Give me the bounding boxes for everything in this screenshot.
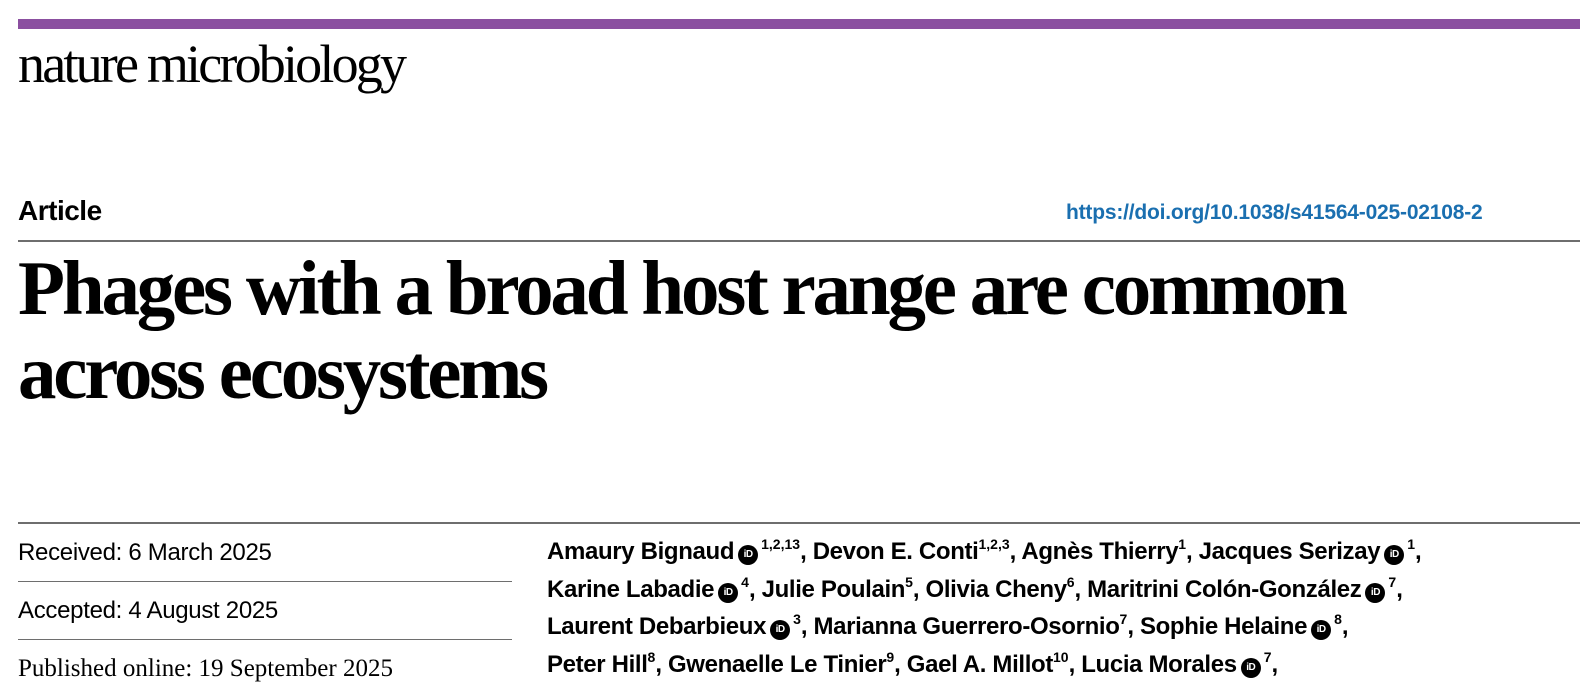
affiliation-number[interactable]: 10 [1052,649,1069,666]
author-name[interactable]: Maritrini Colón-González [1087,575,1362,603]
author-separator: , [800,613,814,641]
orcid-icon[interactable]: iD [1384,545,1405,565]
orcid-icon[interactable]: iD [738,545,759,565]
author-name[interactable]: Devon E. Conti [812,538,979,565]
author-name[interactable]: Karine Labadie [547,575,715,603]
author-name[interactable]: Agnès Thierry [1021,538,1179,565]
author-name[interactable]: Laurent Debarbieux [547,613,767,641]
author-separator: , [1341,613,1349,641]
accepted-date: Accepted: 4 August 2025 [18,582,512,640]
author-name[interactable]: Julie Poulain [761,575,906,603]
author-name[interactable]: Amaury Bignaud [547,538,735,565]
author-name[interactable]: Marianna Guerrero-Osornio [813,613,1120,641]
author-line: Amaury Bignaud iD1,2,13, Devon E. Conti1,… [547,533,1577,571]
header-divider [18,240,1580,242]
orcid-icon[interactable]: iD [1240,658,1261,679]
author-name[interactable]: Lucia Morales [1081,651,1237,679]
author-list: Amaury Bignaud iD1,2,13, Devon E. Conti1,… [547,533,1577,684]
author-separator: , [1068,651,1082,679]
affiliation-number[interactable]: 4 [741,573,749,590]
article-title-line-1: Phages with a broad host range are commo… [18,245,1348,331]
affiliation-number[interactable]: 1 [1407,536,1415,552]
affiliation-number[interactable]: 3 [793,611,801,628]
affiliation-number[interactable]: 5 [905,573,913,590]
author-separator: , [1186,538,1199,565]
affiliation-number[interactable]: 7 [1388,573,1397,590]
article-dates: Received: 6 March 2025 Accepted: 4 Augus… [18,524,512,698]
author-separator: , [1074,575,1088,603]
orcid-icon[interactable]: iD [1311,620,1332,641]
affiliation-number[interactable]: 7 [1263,649,1272,666]
author-line: Laurent Debarbieux iD3, Marianna Guerrero… [547,608,1577,646]
article-title-line-2: across ecosystems [18,329,549,415]
author-line: Karine Labadie iD4, Julie Poulain5, Olivi… [547,571,1577,609]
author-name[interactable]: Jacques Serizay [1198,538,1381,565]
author-separator: , [1127,613,1140,641]
author-separator: , [800,538,813,565]
author-separator: , [912,575,926,603]
journal-brand-bar [18,19,1580,29]
author-separator: , [748,575,762,603]
author-name[interactable]: Gwenaelle Le Tinier [667,651,887,679]
author-separator: , [1271,651,1279,679]
author-separator: , [1396,575,1403,603]
affiliation-number[interactable]: 1,2,3 [978,536,1010,552]
affiliation-number[interactable]: 1,2,13 [761,536,801,552]
affiliation-number[interactable]: 7 [1119,611,1128,628]
author-separator: , [1415,538,1422,565]
orcid-icon[interactable]: iD [718,582,739,603]
journal-name[interactable]: nature microbiology [18,34,407,94]
author-name[interactable]: Sophie Helaine [1139,613,1308,641]
affiliation-number[interactable]: 6 [1066,573,1075,590]
affiliation-number[interactable]: 8 [647,649,656,666]
published-date: Published online: 19 September 2025 [18,655,393,682]
orcid-icon[interactable]: iD [1365,582,1386,603]
author-separator: , [1009,538,1022,565]
affiliation-number[interactable]: 8 [1334,611,1342,628]
author-name[interactable]: Olivia Cheny [925,575,1068,603]
affiliation-number[interactable]: 1 [1178,536,1187,552]
affiliation-number[interactable]: 9 [886,649,895,666]
doi-link[interactable]: https://doi.org/10.1038/s41564-025-02108… [1066,201,1483,224]
metadata-divider [18,522,1580,524]
author-name[interactable]: Gael A. Millot [906,651,1054,679]
article-type: Article [18,195,102,226]
orcid-icon[interactable]: iD [770,620,791,641]
author-separator: , [894,651,907,679]
article-title: Phages with a broad host range are commo… [18,246,1578,414]
author-line: Peter Hill8, Gwenaelle Le Tinier9, Gael … [547,646,1577,684]
author-name[interactable]: Peter Hill [547,651,648,679]
received-date: Received: 6 March 2025 [18,524,512,582]
author-separator: , [655,651,668,679]
